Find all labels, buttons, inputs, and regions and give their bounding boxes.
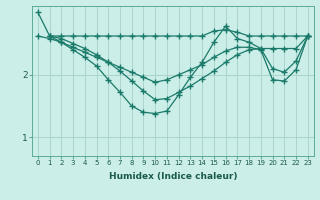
X-axis label: Humidex (Indice chaleur): Humidex (Indice chaleur): [108, 172, 237, 181]
